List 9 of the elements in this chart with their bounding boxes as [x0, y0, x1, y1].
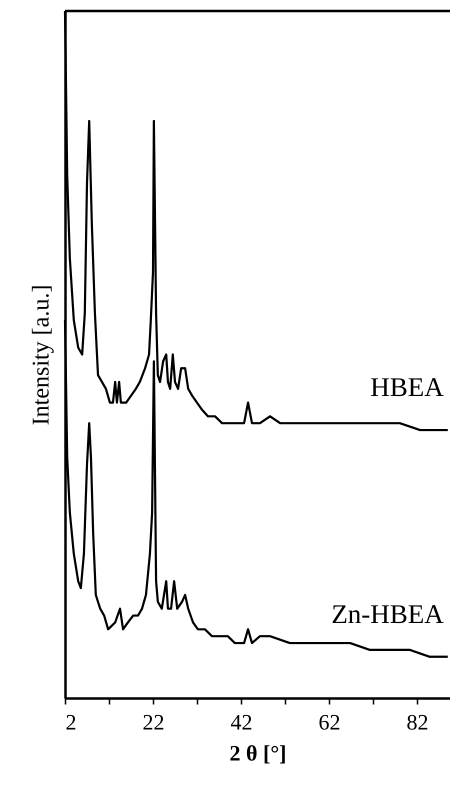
series-label: HBEA	[370, 372, 444, 402]
y-axis-title: Intensity [a.u.]	[28, 284, 54, 426]
x-tick-label: 2	[66, 710, 76, 734]
x-tick-label: 82	[406, 710, 428, 734]
series-label: Zn-HBEA	[331, 598, 444, 629]
x-axis-title: 2 θ [°]	[230, 740, 286, 766]
x-tick-label: 22	[142, 710, 164, 734]
x-tick-label: 62	[318, 710, 340, 734]
x-tick-label: 42	[230, 710, 252, 734]
